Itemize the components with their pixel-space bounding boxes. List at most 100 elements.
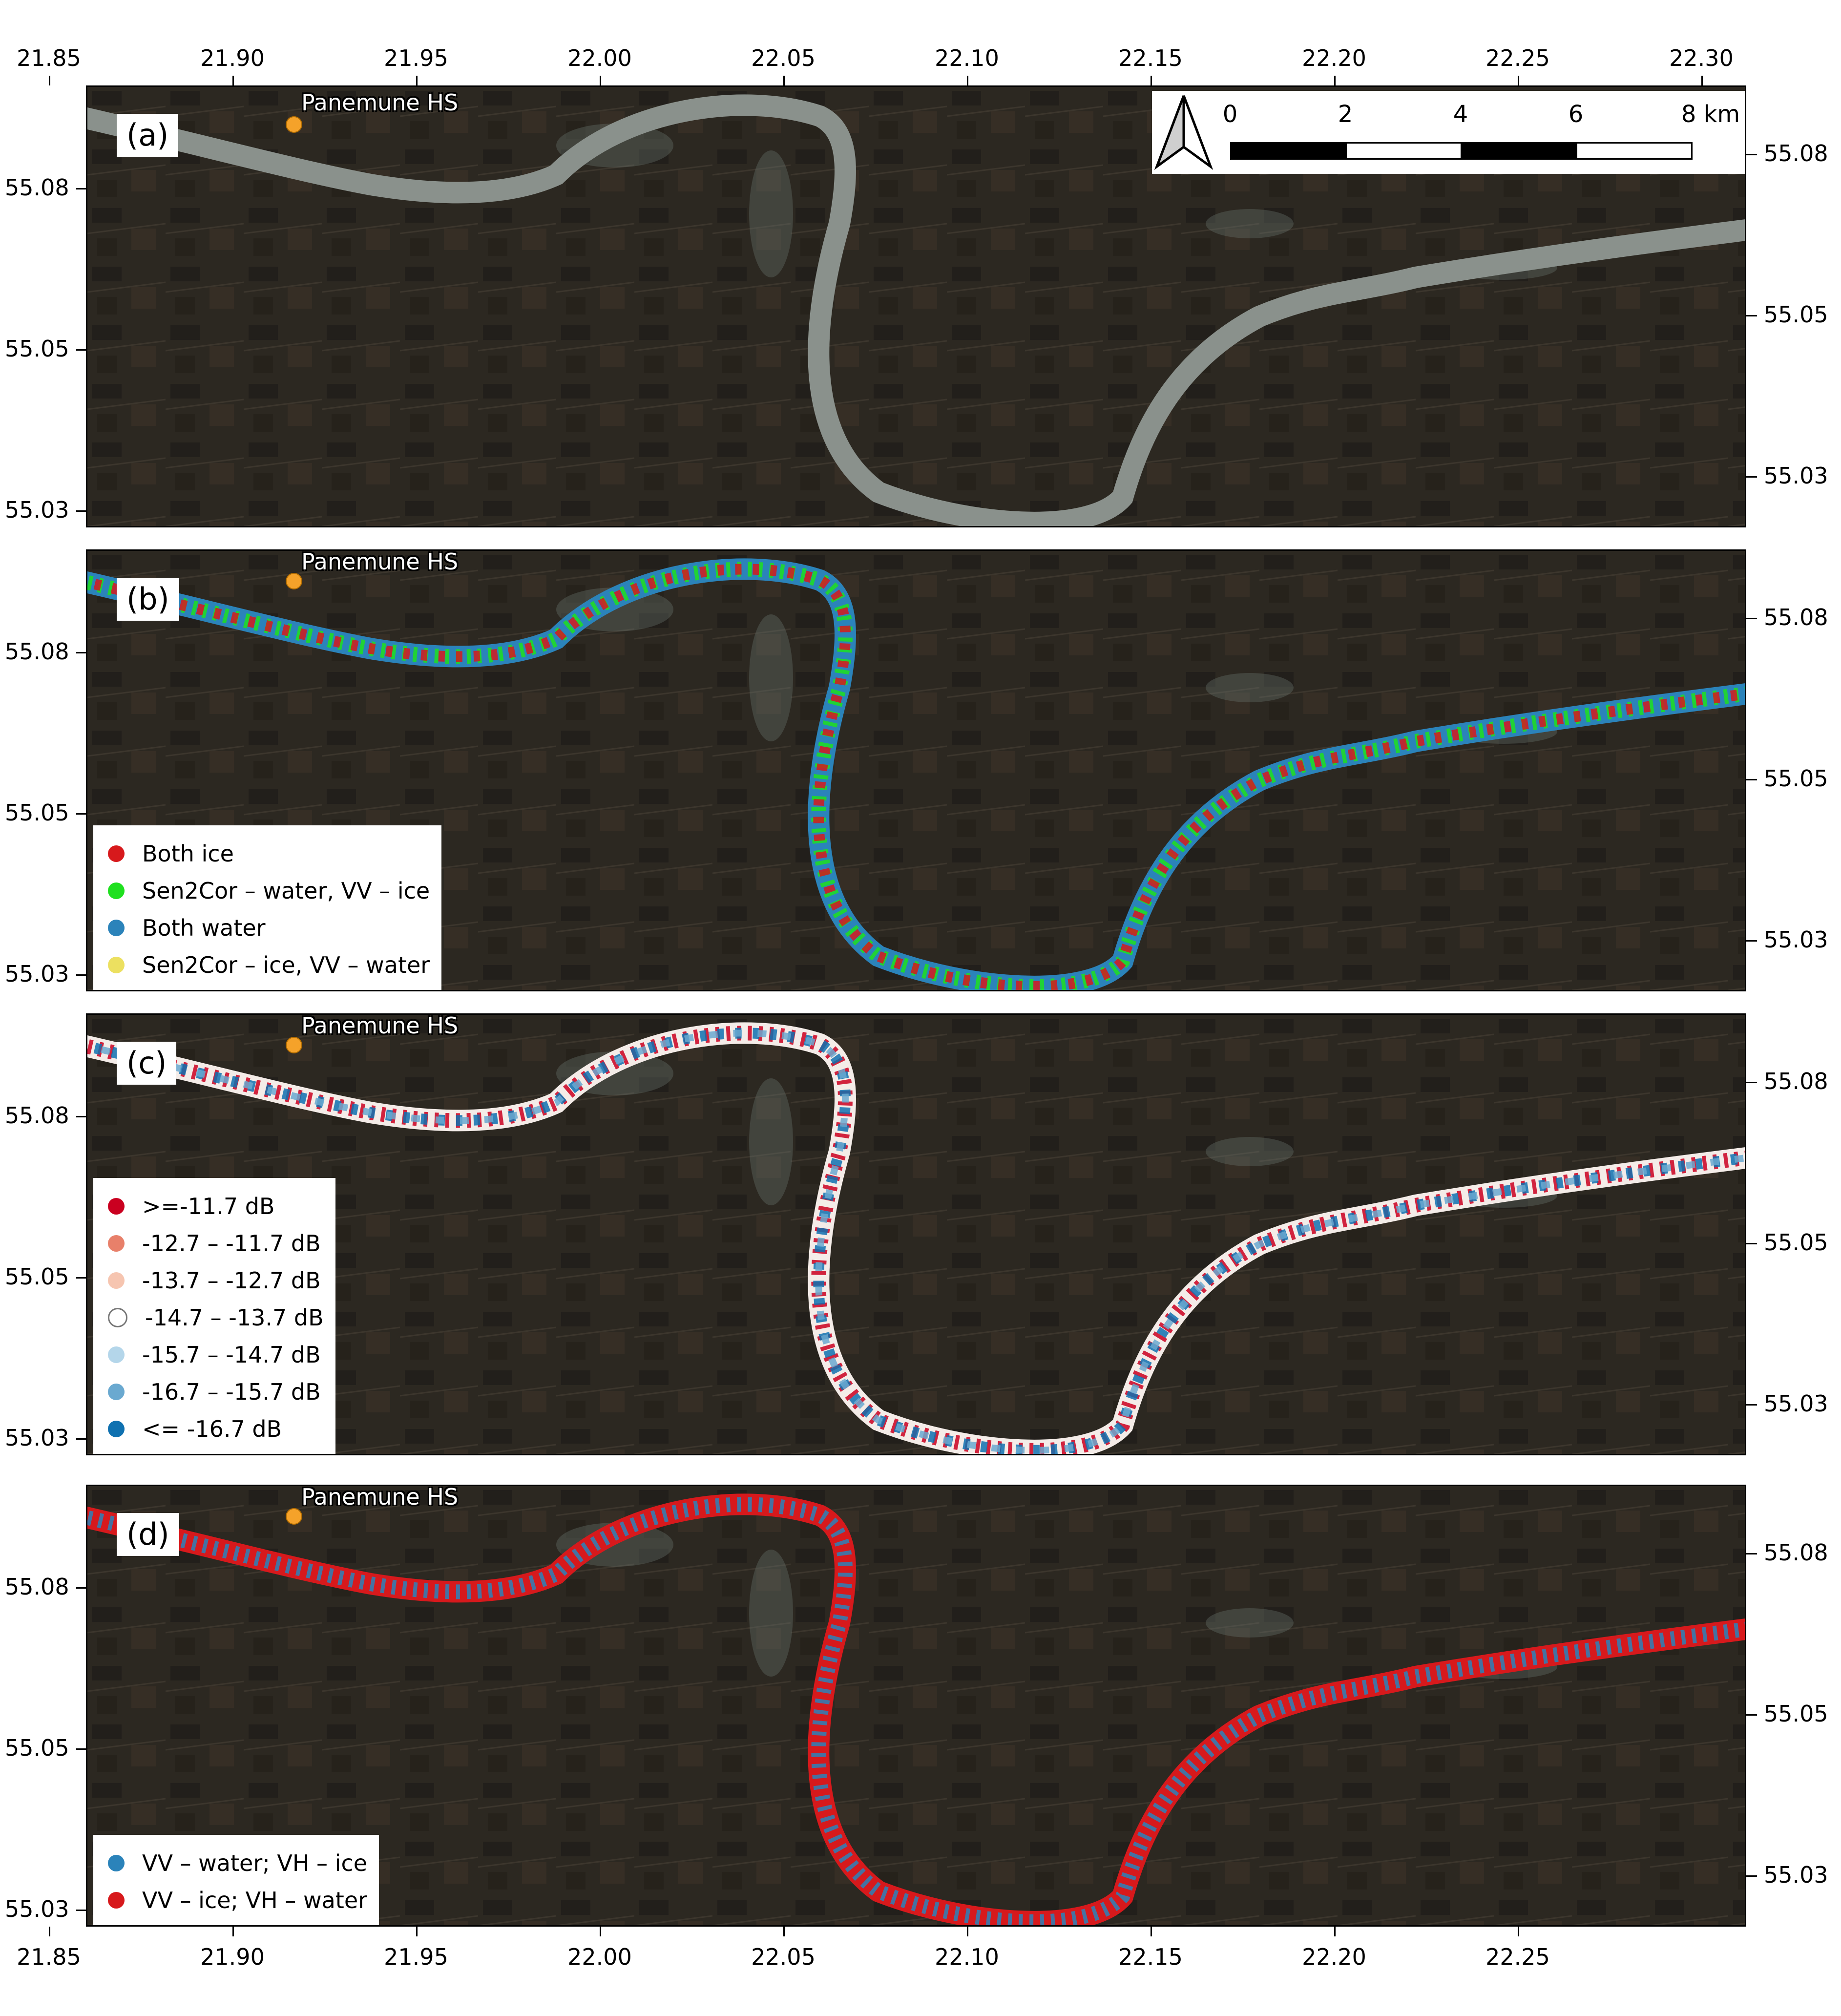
legend-label: -13.7 – -12.7 dB — [142, 1267, 321, 1294]
legend-swatch — [108, 1892, 125, 1909]
y-tick-mark — [76, 1277, 87, 1279]
legend-label: VV – ice; VH – water — [142, 1887, 368, 1913]
y-tick-label-left: 55.08 — [5, 174, 69, 201]
station-marker — [286, 116, 302, 133]
legend-swatch — [108, 1198, 125, 1215]
scale-bar-segment — [1345, 142, 1462, 160]
map-panel: Panemune HS (b) Both ice Sen2Cor – water, V… — [86, 549, 1746, 991]
x-tick-label: 22.05 — [751, 45, 816, 71]
y-tick-label-right: 55.08 — [1764, 604, 1828, 630]
y-tick-mark — [1746, 1875, 1757, 1877]
scale-bar-label: 2 — [1338, 101, 1353, 128]
legend-label: -14.7 – -13.7 dB — [145, 1304, 324, 1331]
legend-item: -14.7 – -13.7 dB — [108, 1299, 324, 1336]
y-tick-label-right: 55.08 — [1764, 1068, 1828, 1094]
x-tick-mark — [600, 1927, 601, 1936]
x-tick-mark — [967, 1927, 968, 1936]
scale-bar-segment — [1461, 142, 1577, 160]
x-tick-mark — [232, 76, 234, 85]
legend-item: >=-11.7 dB — [108, 1188, 324, 1225]
river-channel — [87, 94, 1745, 526]
y-tick-mark — [1746, 1082, 1757, 1083]
y-tick-label-right: 55.08 — [1764, 1539, 1828, 1566]
scale-bar-label: 0 — [1222, 101, 1238, 128]
y-tick-label-left: 55.05 — [5, 1735, 69, 1761]
legend-swatch — [108, 1235, 125, 1252]
x-tick-label: 21.90 — [200, 45, 265, 71]
station-label: Panemune HS — [301, 89, 459, 116]
legend-swatch — [108, 1855, 125, 1871]
station-marker — [286, 1508, 302, 1525]
legend-item: VV – water; VH – ice — [108, 1845, 367, 1882]
station-marker — [286, 573, 302, 589]
y-tick-mark — [1746, 1243, 1757, 1244]
x-tick-mark — [783, 76, 785, 85]
legend-swatch — [108, 1384, 125, 1400]
river-classification-speckle — [87, 1497, 1745, 1925]
y-tick-label-right: 55.03 — [1764, 1390, 1828, 1417]
x-tick-mark — [49, 76, 50, 85]
y-tick-mark — [76, 813, 87, 815]
legend-item: VV – ice; VH – water — [108, 1882, 367, 1919]
y-tick-label-left: 55.08 — [5, 1574, 69, 1600]
river-classification-speckle — [87, 1029, 1745, 1454]
y-tick-mark — [1746, 476, 1757, 478]
x-tick-label: 22.10 — [935, 1944, 999, 1970]
panel-label: (a) — [117, 114, 179, 157]
station-label: Panemune HS — [301, 549, 459, 575]
y-tick-label-left: 55.03 — [5, 961, 69, 987]
map-panel: Panemune HS (a) 0 2 4 6 8 km — [86, 85, 1746, 527]
legend-item: Both ice — [108, 835, 430, 872]
legend-item: Sen2Cor – water, VV – ice — [108, 872, 430, 909]
x-tick-mark — [1518, 1927, 1519, 1936]
y-tick-mark — [1746, 154, 1757, 155]
y-tick-label-right: 55.08 — [1764, 140, 1828, 167]
legend-item: Both water — [108, 909, 430, 946]
panel-label: (b) — [117, 578, 179, 621]
station-label: Panemune HS — [301, 1485, 459, 1510]
legend: Both ice Sen2Cor – water, VV – ice Both wa… — [93, 825, 442, 990]
x-tick-label: 21.90 — [200, 1944, 265, 1970]
legend-swatch — [108, 845, 125, 862]
y-tick-mark — [76, 349, 87, 351]
legend-swatch — [108, 957, 125, 973]
x-tick-label: 22.00 — [567, 45, 632, 71]
x-tick-mark — [1334, 76, 1336, 85]
legend-label: -16.7 – -15.7 dB — [142, 1379, 321, 1405]
legend-item: Sen2Cor – ice, VV – water — [108, 946, 430, 984]
x-tick-mark — [1701, 76, 1703, 85]
x-tick-mark — [1151, 1927, 1152, 1936]
x-tick-label: 22.25 — [1485, 45, 1550, 71]
y-tick-mark — [1746, 618, 1757, 619]
x-tick-label: 21.95 — [384, 1944, 448, 1970]
y-tick-label-right: 55.05 — [1764, 765, 1828, 792]
legend-label: <= -16.7 dB — [142, 1416, 282, 1442]
legend: VV – water; VH – ice VV – ice; VH – water — [93, 1835, 379, 1925]
y-tick-label-right: 55.03 — [1764, 926, 1828, 953]
x-tick-label: 22.05 — [751, 1944, 816, 1970]
x-tick-mark — [416, 1927, 418, 1936]
scale-bar: 0 2 4 6 8 km — [1152, 91, 1745, 174]
x-tick-label: 22.10 — [935, 45, 999, 71]
y-tick-mark — [76, 188, 87, 189]
legend-item: -15.7 – -14.7 dB — [108, 1336, 324, 1373]
y-tick-label-right: 55.05 — [1764, 301, 1828, 328]
legend-label: Both water — [142, 915, 266, 941]
y-tick-label-left: 55.05 — [5, 799, 69, 826]
legend-label: >=-11.7 dB — [142, 1193, 275, 1219]
y-tick-mark — [1746, 1714, 1757, 1716]
x-tick-label: 21.95 — [384, 45, 448, 71]
y-tick-label-right: 55.03 — [1764, 1862, 1828, 1888]
y-tick-mark — [1746, 1553, 1757, 1554]
map-panel: Panemune HS (d) VV – water; VH – ice VV – i… — [86, 1485, 1746, 1927]
panel-label: (c) — [117, 1042, 177, 1085]
scale-bar-label: 4 — [1453, 101, 1468, 128]
legend-label: -15.7 – -14.7 dB — [142, 1342, 321, 1368]
y-tick-mark — [76, 1438, 87, 1440]
x-tick-mark — [783, 1927, 785, 1936]
y-tick-mark — [76, 1587, 87, 1589]
legend-swatch — [108, 1308, 127, 1327]
legend-item: -16.7 – -15.7 dB — [108, 1373, 324, 1410]
y-tick-mark — [76, 1116, 87, 1117]
y-tick-mark — [76, 974, 87, 976]
